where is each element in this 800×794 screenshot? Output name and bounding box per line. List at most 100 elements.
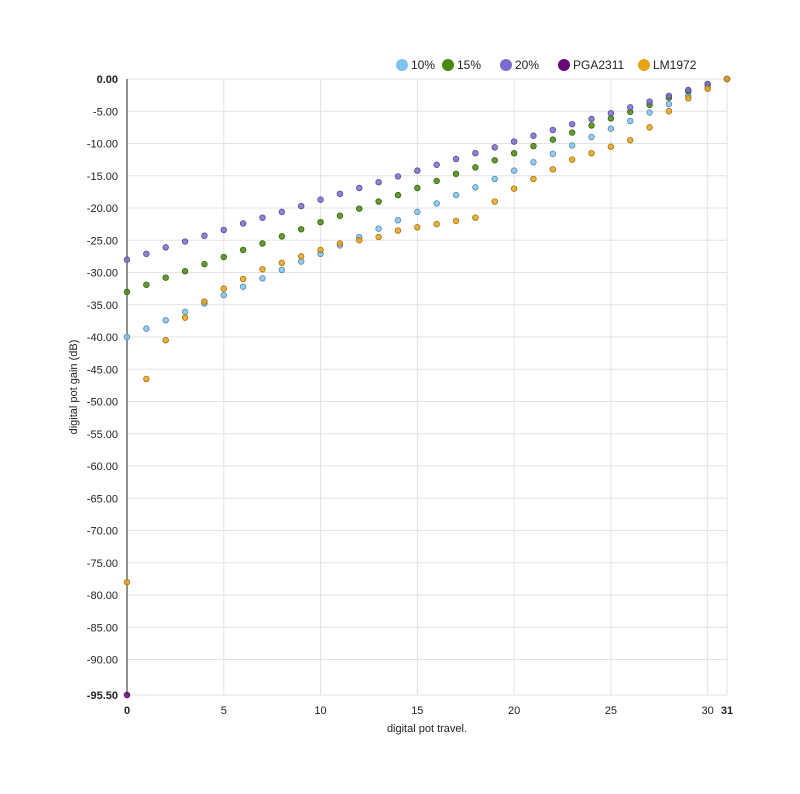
data-point xyxy=(356,237,363,244)
y-tick-label: -60.00 xyxy=(87,461,118,473)
data-point xyxy=(297,258,305,265)
data-point xyxy=(433,200,440,207)
data-point xyxy=(607,143,615,150)
data-point xyxy=(723,75,731,83)
data-point xyxy=(336,240,344,247)
data-point xyxy=(143,375,150,383)
data-point xyxy=(414,224,421,231)
x-axis-ticks: 0 5 10 15 20 25 30 31 xyxy=(124,705,733,717)
data-point xyxy=(375,179,382,186)
data-point xyxy=(278,233,286,240)
y-tick-label: 0.00 xyxy=(97,74,118,86)
data-point xyxy=(356,184,363,192)
data-point xyxy=(685,95,692,102)
data-point xyxy=(530,142,537,150)
series-lm1972 xyxy=(123,75,731,586)
y-tick-label: -15.00 xyxy=(87,171,118,183)
data-point xyxy=(123,256,131,263)
data-point xyxy=(375,198,382,205)
data-point xyxy=(472,164,479,171)
y-tick-label: -55.00 xyxy=(87,429,118,441)
data-point xyxy=(259,214,266,221)
data-point xyxy=(607,115,615,122)
data-point xyxy=(143,250,150,258)
data-point xyxy=(646,124,653,131)
y-tick-label: -40.00 xyxy=(87,332,118,344)
data-points xyxy=(123,75,731,699)
data-point xyxy=(452,217,460,225)
data-point xyxy=(491,175,498,183)
data-point xyxy=(549,150,557,158)
data-point xyxy=(452,170,460,178)
data-point xyxy=(588,122,595,129)
data-point xyxy=(472,214,479,221)
data-point xyxy=(452,155,460,163)
legend-swatch xyxy=(558,59,570,71)
x-tick-label: 0 xyxy=(124,705,130,717)
data-point xyxy=(278,208,286,216)
data-point xyxy=(530,175,537,183)
data-point xyxy=(259,266,266,273)
y-tick-label: -5.00 xyxy=(93,106,118,118)
data-point xyxy=(220,226,227,234)
x-tick-label: 30 xyxy=(702,705,714,717)
data-point xyxy=(394,217,402,224)
data-point xyxy=(181,268,189,275)
data-point xyxy=(181,314,189,321)
data-point xyxy=(297,253,305,260)
data-point xyxy=(704,85,711,92)
data-point xyxy=(239,246,247,254)
data-point xyxy=(123,288,131,296)
data-point xyxy=(394,227,402,234)
data-point xyxy=(239,275,247,283)
data-point xyxy=(336,190,344,198)
data-point xyxy=(568,142,576,149)
data-point xyxy=(394,191,402,199)
data-point xyxy=(375,233,382,241)
data-point xyxy=(220,253,227,261)
y-tick-label: -70.00 xyxy=(87,526,118,538)
data-point xyxy=(549,166,557,173)
data-point xyxy=(491,144,498,151)
data-point xyxy=(530,159,537,166)
y-tick-label: -35.00 xyxy=(87,300,118,312)
x-tick-label: 15 xyxy=(411,705,423,717)
x-tick-label: 25 xyxy=(605,705,617,717)
legend-label: PGA2311 xyxy=(573,58,624,72)
legend-swatch xyxy=(442,59,454,71)
data-point xyxy=(414,208,421,216)
data-point xyxy=(414,167,421,174)
grid-lines xyxy=(126,78,728,696)
data-point xyxy=(530,132,537,139)
data-point xyxy=(375,225,382,232)
legend-label: 20% xyxy=(515,58,539,72)
data-point xyxy=(433,177,440,185)
data-point xyxy=(317,218,324,226)
data-point xyxy=(317,246,324,254)
data-point xyxy=(588,149,595,157)
legend-swatch xyxy=(500,59,512,71)
data-point xyxy=(317,196,324,203)
data-point xyxy=(356,205,363,212)
data-point xyxy=(201,232,208,239)
series-15- xyxy=(123,75,731,296)
y-tick-label: -45.00 xyxy=(87,364,118,376)
legend-swatch xyxy=(638,59,650,71)
data-point xyxy=(201,298,208,305)
data-point xyxy=(510,167,518,174)
data-point xyxy=(220,291,227,299)
x-axis-label: digital pot travel. xyxy=(387,723,467,735)
y-tick-label: -30.00 xyxy=(87,268,118,280)
data-point xyxy=(201,260,208,268)
data-point xyxy=(162,244,169,251)
series-pga2311 xyxy=(123,691,131,699)
y-axis-ticks: 0.00 -5.00 -10.00 -15.00 -20.00 -25.00 -30.00 -… xyxy=(87,74,118,702)
y-tick-label: -20.00 xyxy=(87,203,118,215)
data-point xyxy=(685,86,692,94)
data-point xyxy=(220,285,227,292)
data-point xyxy=(239,220,247,227)
data-point xyxy=(627,137,634,144)
data-point xyxy=(162,337,169,344)
y-tick-label: -25.00 xyxy=(87,235,118,247)
